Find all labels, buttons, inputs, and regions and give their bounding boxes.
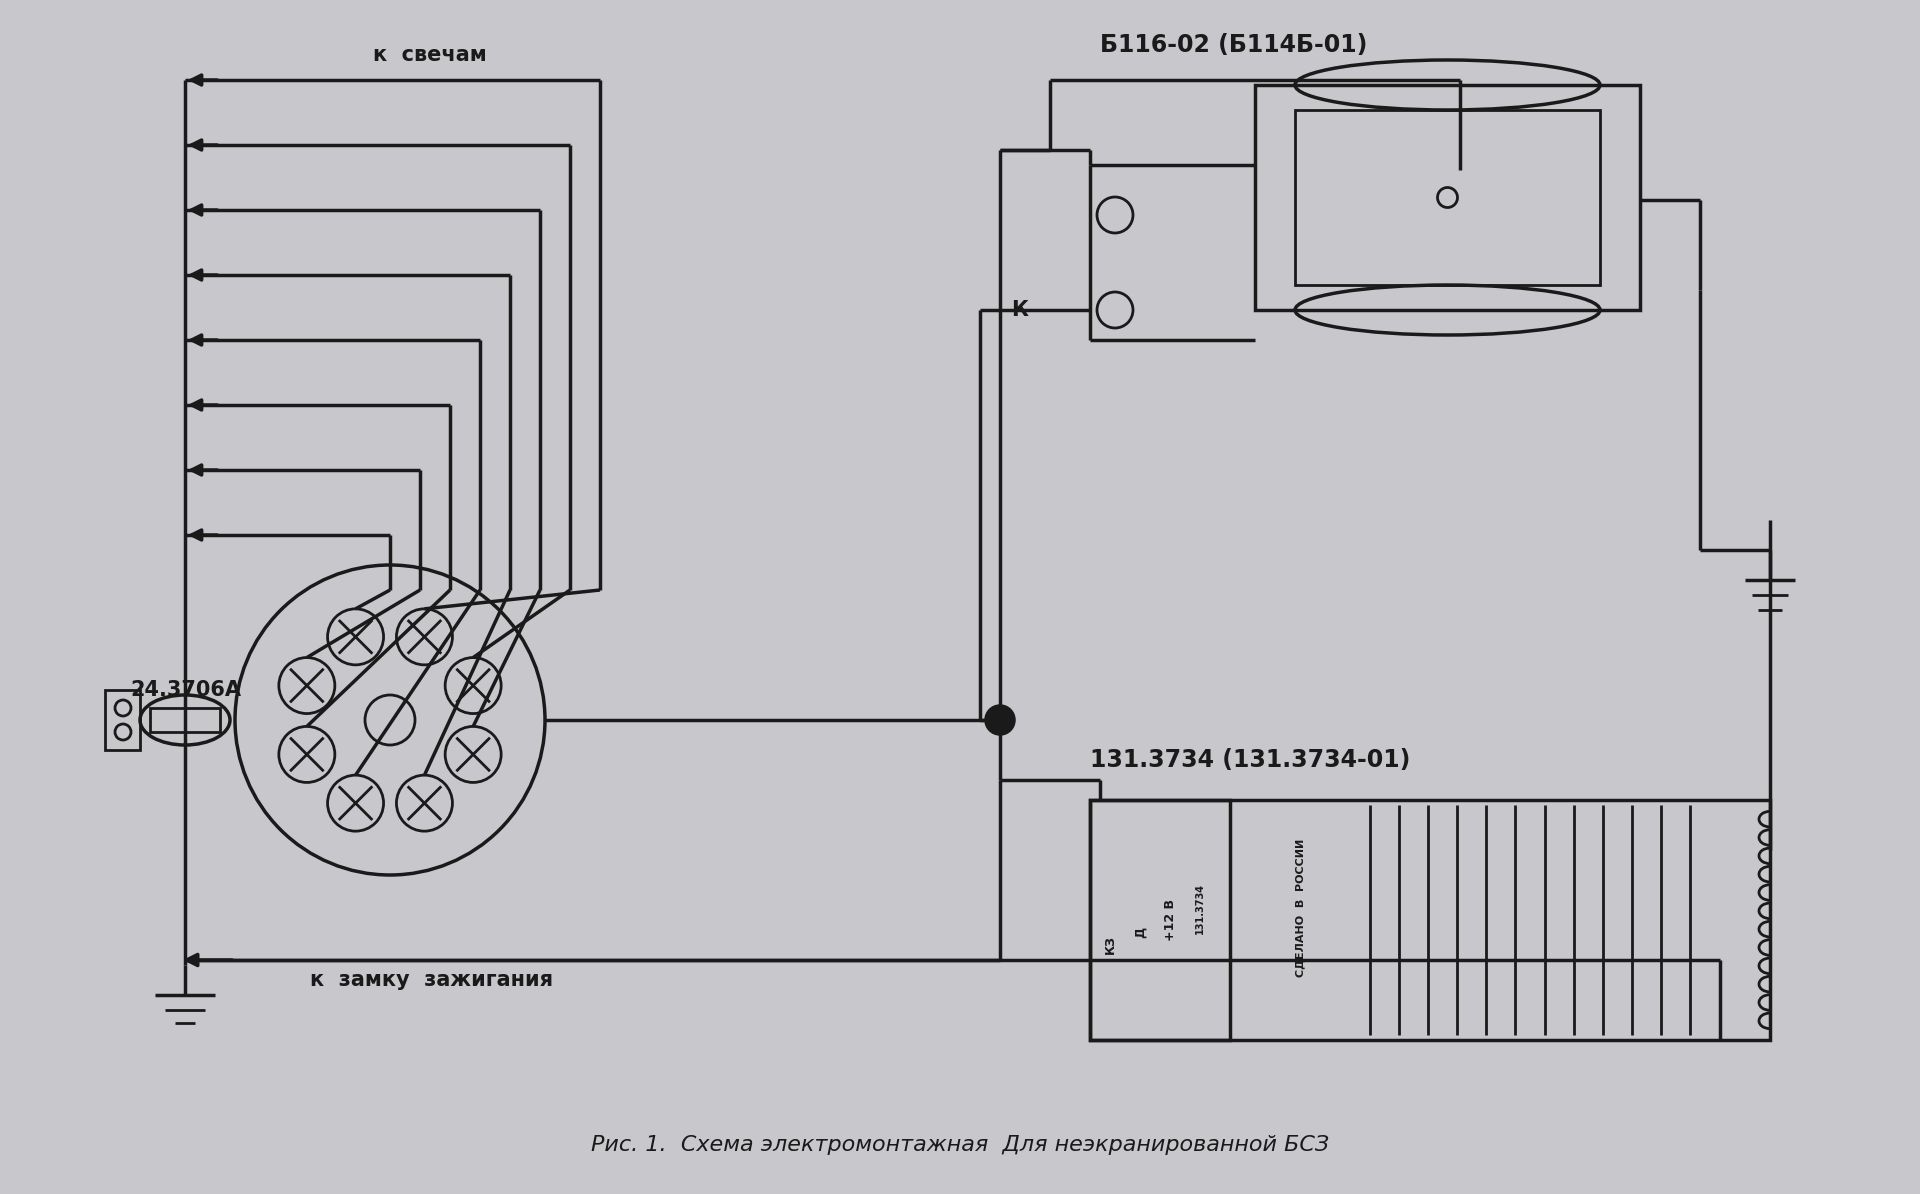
Bar xyxy=(106,690,140,750)
Text: 131.3734 (131.3734-01): 131.3734 (131.3734-01) xyxy=(1091,747,1411,773)
Text: КЗ: КЗ xyxy=(1104,935,1117,954)
Circle shape xyxy=(987,706,1014,734)
Text: Д: Д xyxy=(1133,927,1146,937)
Text: +12 В: +12 В xyxy=(1164,899,1177,941)
Bar xyxy=(1294,110,1599,285)
Text: СДЕЛАНО  В  РОССИИ: СДЕЛАНО В РОССИИ xyxy=(1294,839,1306,977)
Bar xyxy=(1256,85,1640,310)
Bar xyxy=(150,708,221,732)
Bar xyxy=(1091,800,1231,1040)
Text: 131.3734: 131.3734 xyxy=(1194,882,1206,934)
Text: Б116-02 (Б114Б-01): Б116-02 (Б114Б-01) xyxy=(1100,33,1367,57)
Text: Рис. 1.  Схема электромонтажная  Для неэкранированной БСЗ: Рис. 1. Схема электромонтажная Для неэкр… xyxy=(591,1135,1329,1155)
Text: к  замку  зажигания: к замку зажигания xyxy=(309,970,553,990)
Text: к  свечам: к свечам xyxy=(372,45,488,64)
Text: К: К xyxy=(1012,300,1029,320)
Bar xyxy=(1091,800,1770,1040)
Text: 24.3706А: 24.3706А xyxy=(131,681,242,700)
